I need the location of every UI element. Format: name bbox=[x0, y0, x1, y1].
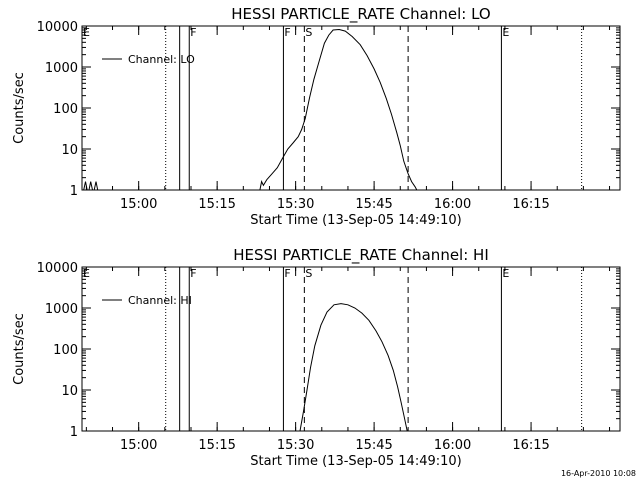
chart-panel-lo: HESSI PARTICLE_RATE Channel: LO E F F S E 1 10 1… bbox=[12, 5, 621, 228]
y-tick-label: 1000 bbox=[45, 302, 78, 317]
chart-panel-hi: HESSI PARTICLE_RATE Channel: HI E F F S E 1 10 1… bbox=[12, 246, 621, 469]
y-tick-label: 10 bbox=[61, 384, 78, 399]
x-tick-label: 16:15 bbox=[512, 438, 549, 453]
y-tick-label: 100 bbox=[53, 343, 78, 358]
series-line bbox=[83, 28, 418, 191]
marker-label: F bbox=[284, 267, 290, 280]
y-tick-label: 10000 bbox=[37, 20, 78, 35]
plot-frame bbox=[81, 266, 621, 432]
x-tick-label: 15:45 bbox=[355, 197, 392, 212]
chart-title: HESSI PARTICLE_RATE Channel: HI bbox=[233, 246, 489, 265]
x-tick-label: 15:30 bbox=[277, 197, 314, 212]
marker-label: E bbox=[502, 267, 509, 280]
y-tick-label: 100 bbox=[53, 102, 78, 117]
marker-label: F bbox=[190, 26, 196, 39]
legend-label: Channel: LO bbox=[128, 53, 195, 66]
y-axis-label: Counts/sec bbox=[12, 313, 27, 385]
x-tick-label: 15:15 bbox=[198, 438, 235, 453]
x-tick-label: 16:00 bbox=[434, 438, 471, 453]
y-axis-label: Counts/sec bbox=[12, 72, 27, 144]
marker-label: E bbox=[83, 26, 90, 39]
x-tick-label: 15:00 bbox=[120, 438, 157, 453]
footer-timestamp: 16-Apr-2010 10:08 bbox=[561, 469, 636, 478]
plot-frame bbox=[81, 25, 621, 191]
series-line bbox=[299, 303, 408, 432]
y-tick-label: 1 bbox=[70, 184, 78, 199]
y-tick-label: 1000 bbox=[45, 61, 78, 76]
chart-title: HESSI PARTICLE_RATE Channel: LO bbox=[231, 5, 490, 24]
x-axis-label: Start Time (13-Sep-05 14:49:10) bbox=[250, 454, 461, 469]
x-tick-label: 15:30 bbox=[277, 438, 314, 453]
legend-label: Channel: HI bbox=[128, 294, 192, 307]
y-tick-label: 1 bbox=[70, 425, 78, 440]
marker-label: F bbox=[190, 267, 196, 280]
marker-label: E bbox=[83, 267, 90, 280]
x-tick-label: 16:15 bbox=[512, 197, 549, 212]
marker-label: S bbox=[305, 26, 312, 39]
y-tick-label: 10000 bbox=[37, 261, 78, 276]
x-tick-label: 15:45 bbox=[355, 438, 392, 453]
x-axis-label: Start Time (13-Sep-05 14:49:10) bbox=[250, 213, 461, 228]
x-tick-label: 15:00 bbox=[120, 197, 157, 212]
marker-label: E bbox=[502, 26, 509, 39]
x-tick-label: 16:00 bbox=[434, 197, 471, 212]
y-tick-label: 10 bbox=[61, 143, 78, 158]
x-tick-label: 15:15 bbox=[198, 197, 235, 212]
marker-label: S bbox=[305, 267, 312, 280]
marker-label: F bbox=[284, 26, 290, 39]
